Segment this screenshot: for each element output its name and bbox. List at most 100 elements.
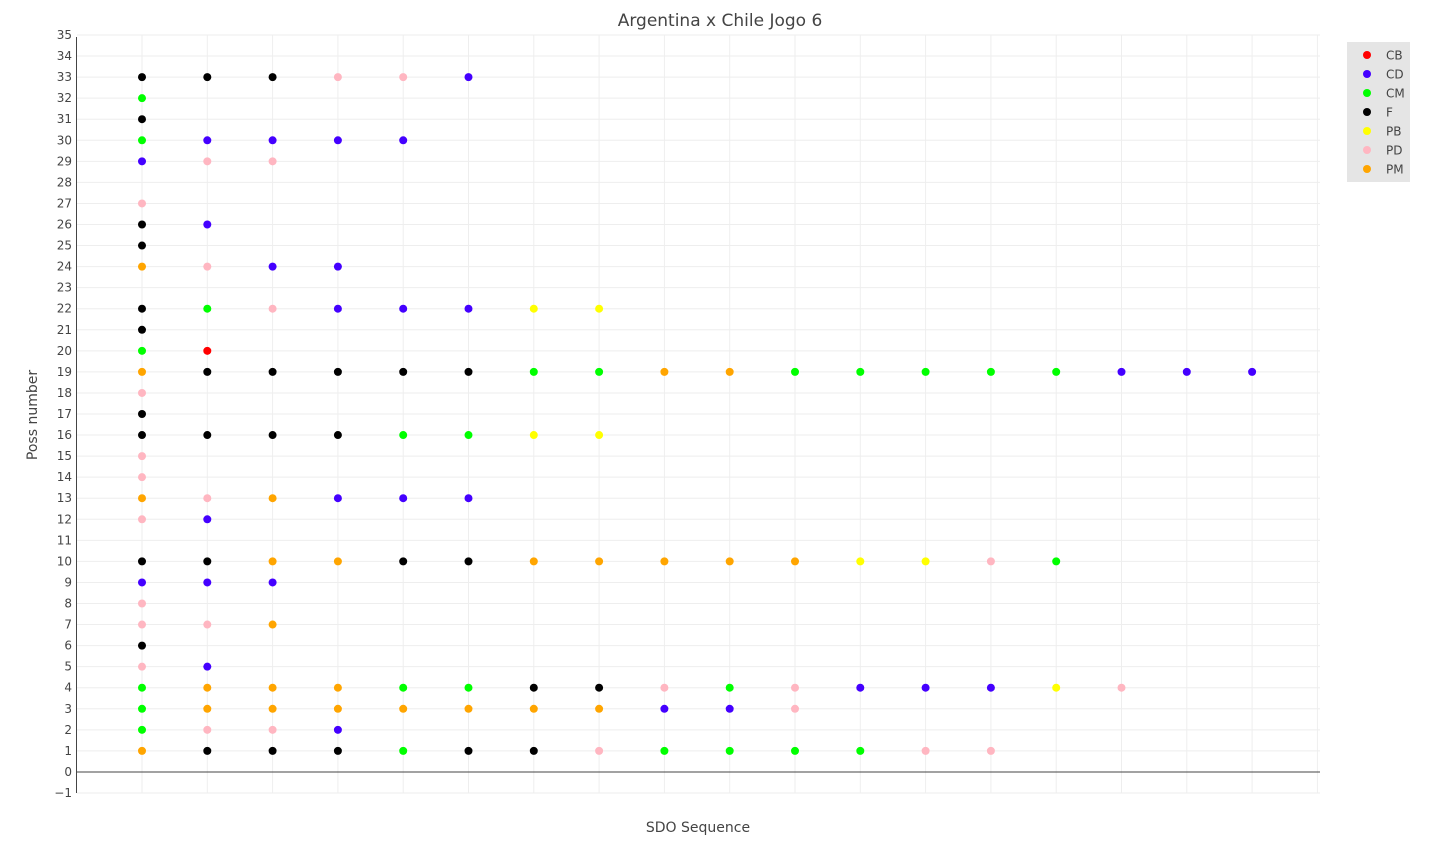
data-point[interactable] [856, 367, 865, 376]
data-point[interactable] [529, 746, 538, 755]
data-point[interactable] [1182, 367, 1191, 376]
data-point[interactable] [203, 304, 212, 313]
data-point[interactable] [660, 683, 669, 692]
data-point[interactable] [138, 94, 146, 103]
data-point[interactable] [529, 367, 538, 376]
data-point[interactable] [399, 494, 408, 503]
data-point[interactable] [333, 683, 342, 692]
data-point[interactable] [791, 367, 799, 376]
data-point[interactable] [268, 431, 277, 440]
data-point[interactable] [138, 473, 146, 482]
data-point[interactable] [138, 199, 146, 208]
data-point[interactable] [138, 73, 146, 82]
data-point[interactable] [333, 557, 342, 566]
data-point[interactable] [138, 431, 146, 440]
data-point[interactable] [595, 704, 604, 713]
data-point[interactable] [138, 262, 146, 271]
data-point[interactable] [660, 367, 669, 376]
data-point[interactable] [333, 704, 342, 713]
data-point[interactable] [986, 557, 995, 566]
data-point[interactable] [268, 683, 277, 692]
data-point[interactable] [138, 115, 146, 124]
data-point[interactable] [464, 704, 473, 713]
data-point[interactable] [138, 620, 146, 629]
data-point[interactable] [203, 73, 212, 82]
data-point[interactable] [464, 557, 473, 566]
data-point[interactable] [268, 746, 277, 755]
data-point[interactable] [333, 136, 342, 145]
data-point[interactable] [138, 662, 146, 671]
data-point[interactable] [399, 557, 408, 566]
data-point[interactable] [203, 136, 212, 145]
data-point[interactable] [399, 704, 408, 713]
legend-label[interactable]: PD [1386, 144, 1402, 158]
data-point[interactable] [399, 73, 408, 82]
legend-label[interactable]: PM [1386, 163, 1404, 177]
data-point[interactable] [791, 557, 799, 566]
data-point[interactable] [138, 494, 146, 503]
data-point[interactable] [203, 662, 212, 671]
data-point[interactable] [268, 620, 277, 629]
data-point[interactable] [268, 136, 277, 145]
data-point[interactable] [1052, 683, 1061, 692]
data-point[interactable] [1117, 367, 1126, 376]
data-point[interactable] [333, 431, 342, 440]
data-point[interactable] [203, 578, 212, 587]
data-point[interactable] [464, 304, 473, 313]
data-point[interactable] [921, 367, 930, 376]
data-point[interactable] [138, 325, 146, 334]
data-point[interactable] [138, 578, 146, 587]
data-point[interactable] [399, 746, 408, 755]
data-point[interactable] [725, 746, 734, 755]
data-point[interactable] [138, 452, 146, 461]
data-point[interactable] [138, 599, 146, 608]
data-point[interactable] [595, 557, 604, 566]
data-point[interactable] [464, 73, 473, 82]
data-point[interactable] [138, 136, 146, 145]
data-point[interactable] [725, 704, 734, 713]
data-point[interactable] [138, 241, 146, 250]
data-point[interactable] [399, 683, 408, 692]
data-point[interactable] [203, 725, 212, 734]
data-point[interactable] [203, 494, 212, 503]
data-point[interactable] [856, 746, 865, 755]
data-point[interactable] [856, 683, 865, 692]
data-point[interactable] [921, 557, 930, 566]
data-point[interactable] [138, 515, 146, 524]
data-point[interactable] [660, 557, 669, 566]
data-point[interactable] [529, 304, 538, 313]
data-point[interactable] [791, 683, 799, 692]
data-point[interactable] [268, 557, 277, 566]
legend-label[interactable]: CB [1386, 49, 1403, 63]
data-point[interactable] [595, 683, 604, 692]
data-point[interactable] [203, 262, 212, 271]
data-point[interactable] [399, 136, 408, 145]
data-point[interactable] [333, 73, 342, 82]
data-point[interactable] [203, 683, 212, 692]
data-point[interactable] [333, 725, 342, 734]
data-point[interactable] [268, 367, 277, 376]
data-point[interactable] [986, 746, 995, 755]
legend-label[interactable]: PB [1386, 125, 1401, 139]
data-point[interactable] [921, 746, 930, 755]
data-point[interactable] [268, 157, 277, 166]
data-point[interactable] [921, 683, 930, 692]
data-point[interactable] [138, 157, 146, 166]
data-point[interactable] [333, 746, 342, 755]
data-point[interactable] [268, 704, 277, 713]
data-point[interactable] [268, 304, 277, 313]
data-point[interactable] [725, 367, 734, 376]
data-point[interactable] [595, 746, 604, 755]
data-point[interactable] [203, 220, 212, 229]
legend-label[interactable]: CM [1386, 87, 1405, 101]
data-point[interactable] [333, 367, 342, 376]
legend[interactable]: CB CD CM F PB PD PM [1347, 42, 1410, 182]
data-point[interactable] [986, 367, 995, 376]
data-point[interactable] [791, 704, 799, 713]
data-point[interactable] [333, 494, 342, 503]
data-point[interactable] [529, 431, 538, 440]
data-point[interactable] [1052, 367, 1061, 376]
data-point[interactable] [203, 704, 212, 713]
data-point[interactable] [268, 73, 277, 82]
data-point[interactable] [138, 410, 146, 418]
